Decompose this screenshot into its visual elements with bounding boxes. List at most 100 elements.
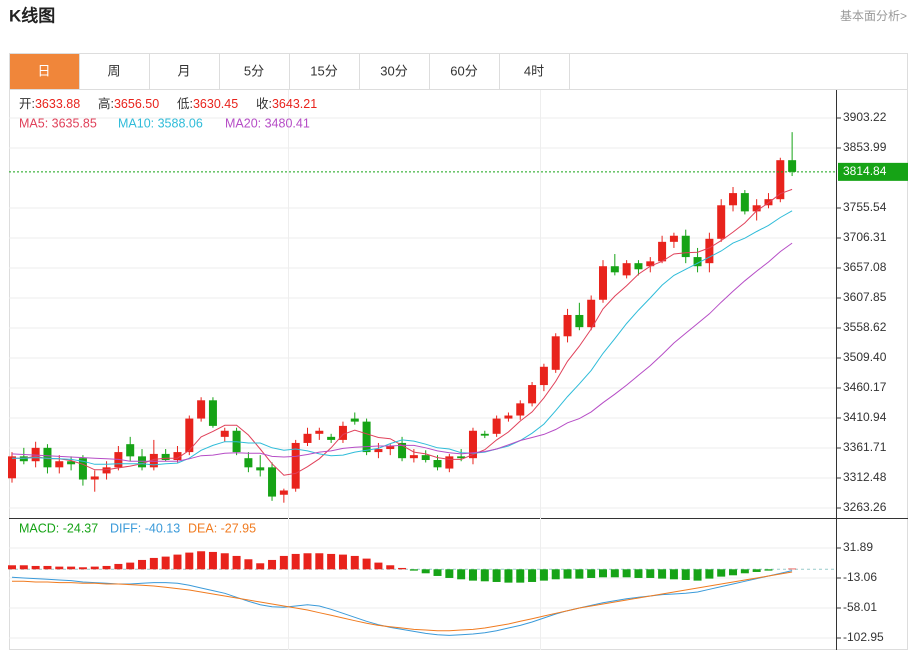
macd-bar bbox=[599, 569, 607, 578]
candle-body bbox=[575, 314, 584, 328]
y-tick-label: 3706.31 bbox=[843, 230, 887, 244]
tab[interactable] bbox=[359, 53, 430, 90]
y-tick-label: -13.06 bbox=[843, 570, 877, 584]
candle-body bbox=[102, 467, 111, 474]
ohlc-value: 3630.45 bbox=[193, 97, 238, 111]
candle-body bbox=[291, 442, 300, 489]
candle-body bbox=[587, 299, 596, 328]
macd-panel: MACD: -24.37 DIFF: -40.13 DEA: -27.95 -102… bbox=[8, 521, 884, 644]
y-tick-label: 3607.85 bbox=[843, 290, 887, 304]
candle-body bbox=[256, 467, 265, 471]
macd-bar bbox=[126, 562, 135, 570]
candle-body bbox=[433, 460, 442, 468]
legend-entry: MA20: 3480.41 bbox=[225, 116, 310, 130]
tab-label[interactable]: 日 bbox=[37, 63, 50, 78]
candle-body bbox=[398, 442, 407, 459]
candle-body bbox=[729, 193, 738, 206]
candle-body bbox=[504, 415, 513, 419]
tab[interactable] bbox=[429, 53, 500, 90]
candle-body bbox=[149, 453, 158, 468]
candle-body bbox=[126, 444, 135, 457]
macd-bar bbox=[740, 569, 749, 574]
macd-bar bbox=[291, 553, 300, 570]
candle-body bbox=[374, 449, 383, 453]
candle-body bbox=[551, 336, 560, 370]
macd-bar bbox=[197, 551, 206, 570]
macd-bar bbox=[90, 566, 99, 570]
candle-body bbox=[646, 261, 655, 267]
legend-entry: DEA: -27.95 bbox=[188, 521, 256, 535]
macd-bar bbox=[67, 566, 76, 570]
y-tick-label: -58.01 bbox=[843, 600, 877, 614]
candle-body bbox=[788, 160, 797, 172]
tab-label[interactable]: 月 bbox=[177, 63, 190, 78]
candle-body bbox=[327, 436, 336, 440]
ma-legend: MA5: 3635.85 MA10: 3588.06 MA20: 3480.41 bbox=[19, 116, 310, 130]
candle-body bbox=[528, 385, 537, 404]
tab-label[interactable]: 30分 bbox=[380, 63, 407, 78]
macd-bar bbox=[185, 552, 194, 570]
macd-bar bbox=[327, 553, 336, 570]
macd-bar bbox=[788, 568, 797, 570]
ohlc-item: 收:3643.21 bbox=[256, 97, 317, 111]
macd-bar bbox=[338, 554, 347, 570]
macd-bar bbox=[409, 569, 418, 571]
candle-body bbox=[90, 476, 99, 480]
tab[interactable] bbox=[499, 53, 570, 90]
legend-entry: DIFF: -40.13 bbox=[110, 521, 180, 535]
candle-body bbox=[634, 263, 643, 270]
candle-body bbox=[693, 257, 702, 267]
macd-bar bbox=[445, 569, 454, 578]
ma-line bbox=[12, 188, 793, 476]
ma-line bbox=[11, 242, 793, 462]
candle-body bbox=[705, 238, 714, 264]
candle-body bbox=[717, 205, 726, 239]
ohlc-info: 开:3633.88 高:3656.50 低:3630.45 收:3643.21 bbox=[19, 96, 317, 111]
candle-body bbox=[8, 456, 16, 479]
candle-body bbox=[279, 490, 288, 495]
tab-label[interactable]: 4时 bbox=[524, 63, 544, 78]
fundamental-link[interactable]: 基本面分析> bbox=[840, 9, 907, 23]
last-price-tag bbox=[838, 162, 908, 181]
macd-bar bbox=[575, 569, 584, 579]
tab[interactable] bbox=[79, 53, 150, 90]
macd-bar bbox=[457, 569, 466, 580]
macd-bar bbox=[149, 557, 158, 570]
tab-label[interactable]: 5分 bbox=[244, 63, 264, 78]
page-title: K线图 bbox=[9, 5, 55, 25]
y-tick-label: -102.95 bbox=[843, 630, 884, 644]
tab-label[interactable]: 15分 bbox=[310, 63, 337, 78]
tab[interactable] bbox=[9, 53, 80, 90]
macd-bar bbox=[610, 569, 619, 578]
candle-body bbox=[197, 400, 206, 419]
candle-body bbox=[516, 403, 525, 416]
macd-bar bbox=[173, 554, 182, 570]
candle-body bbox=[67, 461, 76, 465]
candle-body bbox=[138, 456, 147, 468]
candle-body bbox=[658, 241, 667, 262]
candle-body bbox=[362, 421, 371, 453]
tab[interactable] bbox=[289, 53, 360, 90]
tab[interactable] bbox=[149, 53, 220, 90]
macd-bar bbox=[8, 565, 16, 570]
candle-body bbox=[492, 418, 501, 434]
macd-bar bbox=[669, 569, 678, 580]
y-tick-label: 3312.48 bbox=[843, 470, 887, 484]
macd-bar bbox=[398, 567, 407, 570]
candle-body bbox=[185, 418, 194, 453]
tab-label[interactable]: 60分 bbox=[450, 63, 477, 78]
candle-body bbox=[669, 235, 678, 242]
candle-body bbox=[220, 430, 229, 437]
tab-label[interactable]: 周 bbox=[107, 63, 120, 78]
candle-body bbox=[43, 447, 52, 468]
y-tick-label: 31.89 bbox=[843, 540, 873, 554]
macd-bar bbox=[43, 565, 52, 570]
macd-bar bbox=[563, 569, 572, 579]
candle-body bbox=[31, 447, 40, 462]
candle-body bbox=[208, 400, 217, 426]
macd-bar bbox=[315, 553, 324, 570]
macd-bar bbox=[55, 566, 64, 570]
price-panel: 开:3633.88 高:3656.50 低:3630.45 收:3643.21 MA5… bbox=[8, 96, 908, 514]
ohlc-item: 开:3633.88 bbox=[19, 97, 80, 111]
y-tick-label: 3361.71 bbox=[843, 440, 887, 454]
